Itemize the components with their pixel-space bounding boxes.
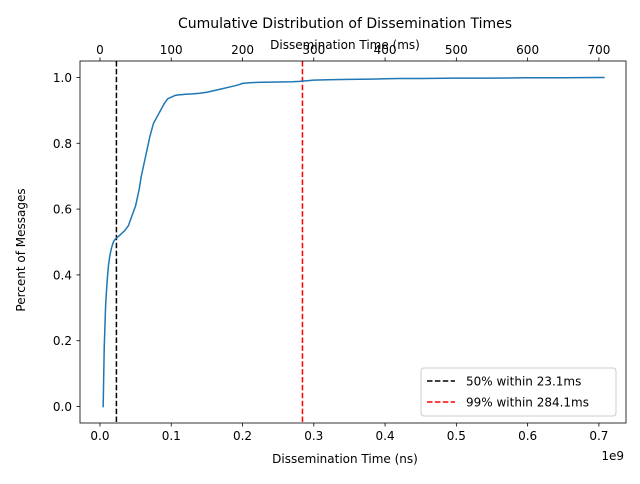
x-axis-label: Dissemination Time (ns) — [272, 452, 418, 466]
y-tick-label: 0.0 — [53, 400, 72, 414]
top-x-tick-label: 700 — [587, 43, 610, 57]
top-x-tick-label: 200 — [231, 43, 254, 57]
top-x-tick-label: 600 — [516, 43, 539, 57]
y-tick-label: 0.2 — [53, 334, 72, 348]
top-x-tick-label: 0 — [96, 43, 104, 57]
top-x-tick-label: 100 — [160, 43, 183, 57]
chart-title: Cumulative Distribution of Dissemination… — [178, 16, 512, 32]
x-axis-offset-label: 1e9 — [601, 449, 624, 463]
top-x-tick-label: 300 — [302, 43, 325, 57]
x-tick-label: 0.6 — [518, 429, 537, 443]
cdf-series-line-1 — [102, 76, 605, 408]
y-tick-label: 0.4 — [53, 268, 72, 282]
plot-frame — [79, 60, 627, 424]
x-tick-label: 0.4 — [376, 429, 395, 443]
legend-label-2: 99% within 284.1ms — [466, 396, 589, 410]
legend: 50% within 23.1ms 99% within 284.1ms — [420, 367, 617, 417]
reference-lines — [115, 61, 304, 423]
bottom-x-ticks: 0.0 0.1 0.2 0.3 0.4 0.5 0.6 0.7 — [90, 423, 608, 443]
legend-entries: 50% within 23.1ms 99% within 284.1ms — [427, 375, 589, 410]
legend-label-1: 50% within 23.1ms — [466, 375, 581, 389]
x-tick-label: 0.1 — [162, 429, 181, 443]
y-tick-label: 0.8 — [53, 137, 72, 151]
x-tick-label: 0.3 — [304, 429, 323, 443]
y-axis-label: Percent of Messages — [14, 188, 28, 311]
axes-frame — [79, 60, 627, 424]
y-ticks: 0.0 0.2 0.4 0.6 0.8 1.0 — [53, 71, 80, 414]
x-tick-label: 0.0 — [90, 429, 109, 443]
x-tick-label: 0.7 — [589, 429, 608, 443]
top-x-tick-label: 400 — [374, 43, 397, 57]
top-x-tick-label: 500 — [445, 43, 468, 57]
top-x-ticks: 0 100 200 300 400 500 600 700 — [96, 43, 610, 61]
top-x-axis-label: Dissemination Time (ms) — [270, 38, 420, 52]
legend-box — [420, 367, 617, 417]
series-layer — [102, 76, 605, 408]
x-tick-label: 0.2 — [233, 429, 252, 443]
y-tick-label: 1.0 — [53, 71, 72, 85]
x-tick-label: 0.5 — [447, 429, 466, 443]
y-tick-label: 0.6 — [53, 203, 72, 217]
